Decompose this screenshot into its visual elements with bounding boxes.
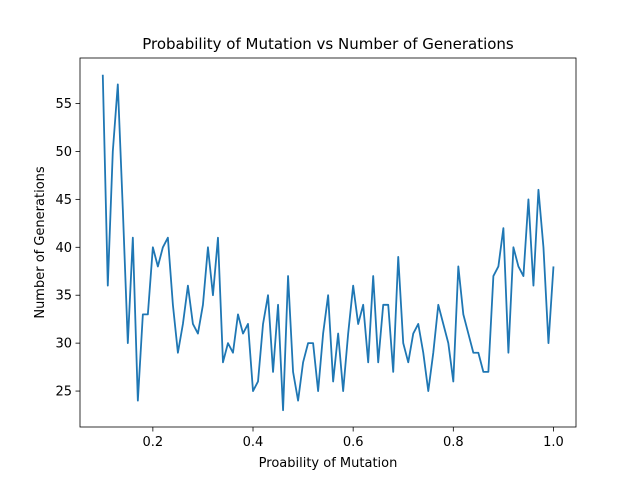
x-tick-label: 0.8	[443, 435, 464, 450]
x-tick-label: 0.4	[243, 435, 264, 450]
chart-title: Probability of Mutation vs Number of Gen…	[142, 35, 514, 53]
plot-frame	[79, 57, 577, 428]
y-tick-label: 30	[55, 337, 72, 352]
y-tick-label: 25	[55, 385, 72, 400]
y-axis-ticks: 25 30 35 40 45 50 55	[55, 97, 80, 400]
y-tick-label: 35	[55, 289, 72, 304]
x-tick-label: 0.6	[343, 435, 364, 450]
series-layer	[101, 74, 555, 412]
x-tick-label: 1.0	[543, 435, 564, 450]
y-tick-label: 50	[55, 145, 72, 160]
x-axis-label: Proability of Mutation	[259, 456, 398, 471]
x-axis-ticks: 0.2 0.4 0.6 0.8 1.0	[143, 427, 564, 450]
x-tick-label: 0.2	[143, 435, 164, 450]
plot-area	[80, 58, 576, 427]
y-tick-label: 45	[55, 193, 72, 208]
y-tick-label: 40	[55, 241, 72, 256]
y-tick-label: 55	[55, 97, 72, 112]
y-axis-label: Number of Generations	[33, 166, 48, 319]
series-line-0	[101, 74, 555, 412]
